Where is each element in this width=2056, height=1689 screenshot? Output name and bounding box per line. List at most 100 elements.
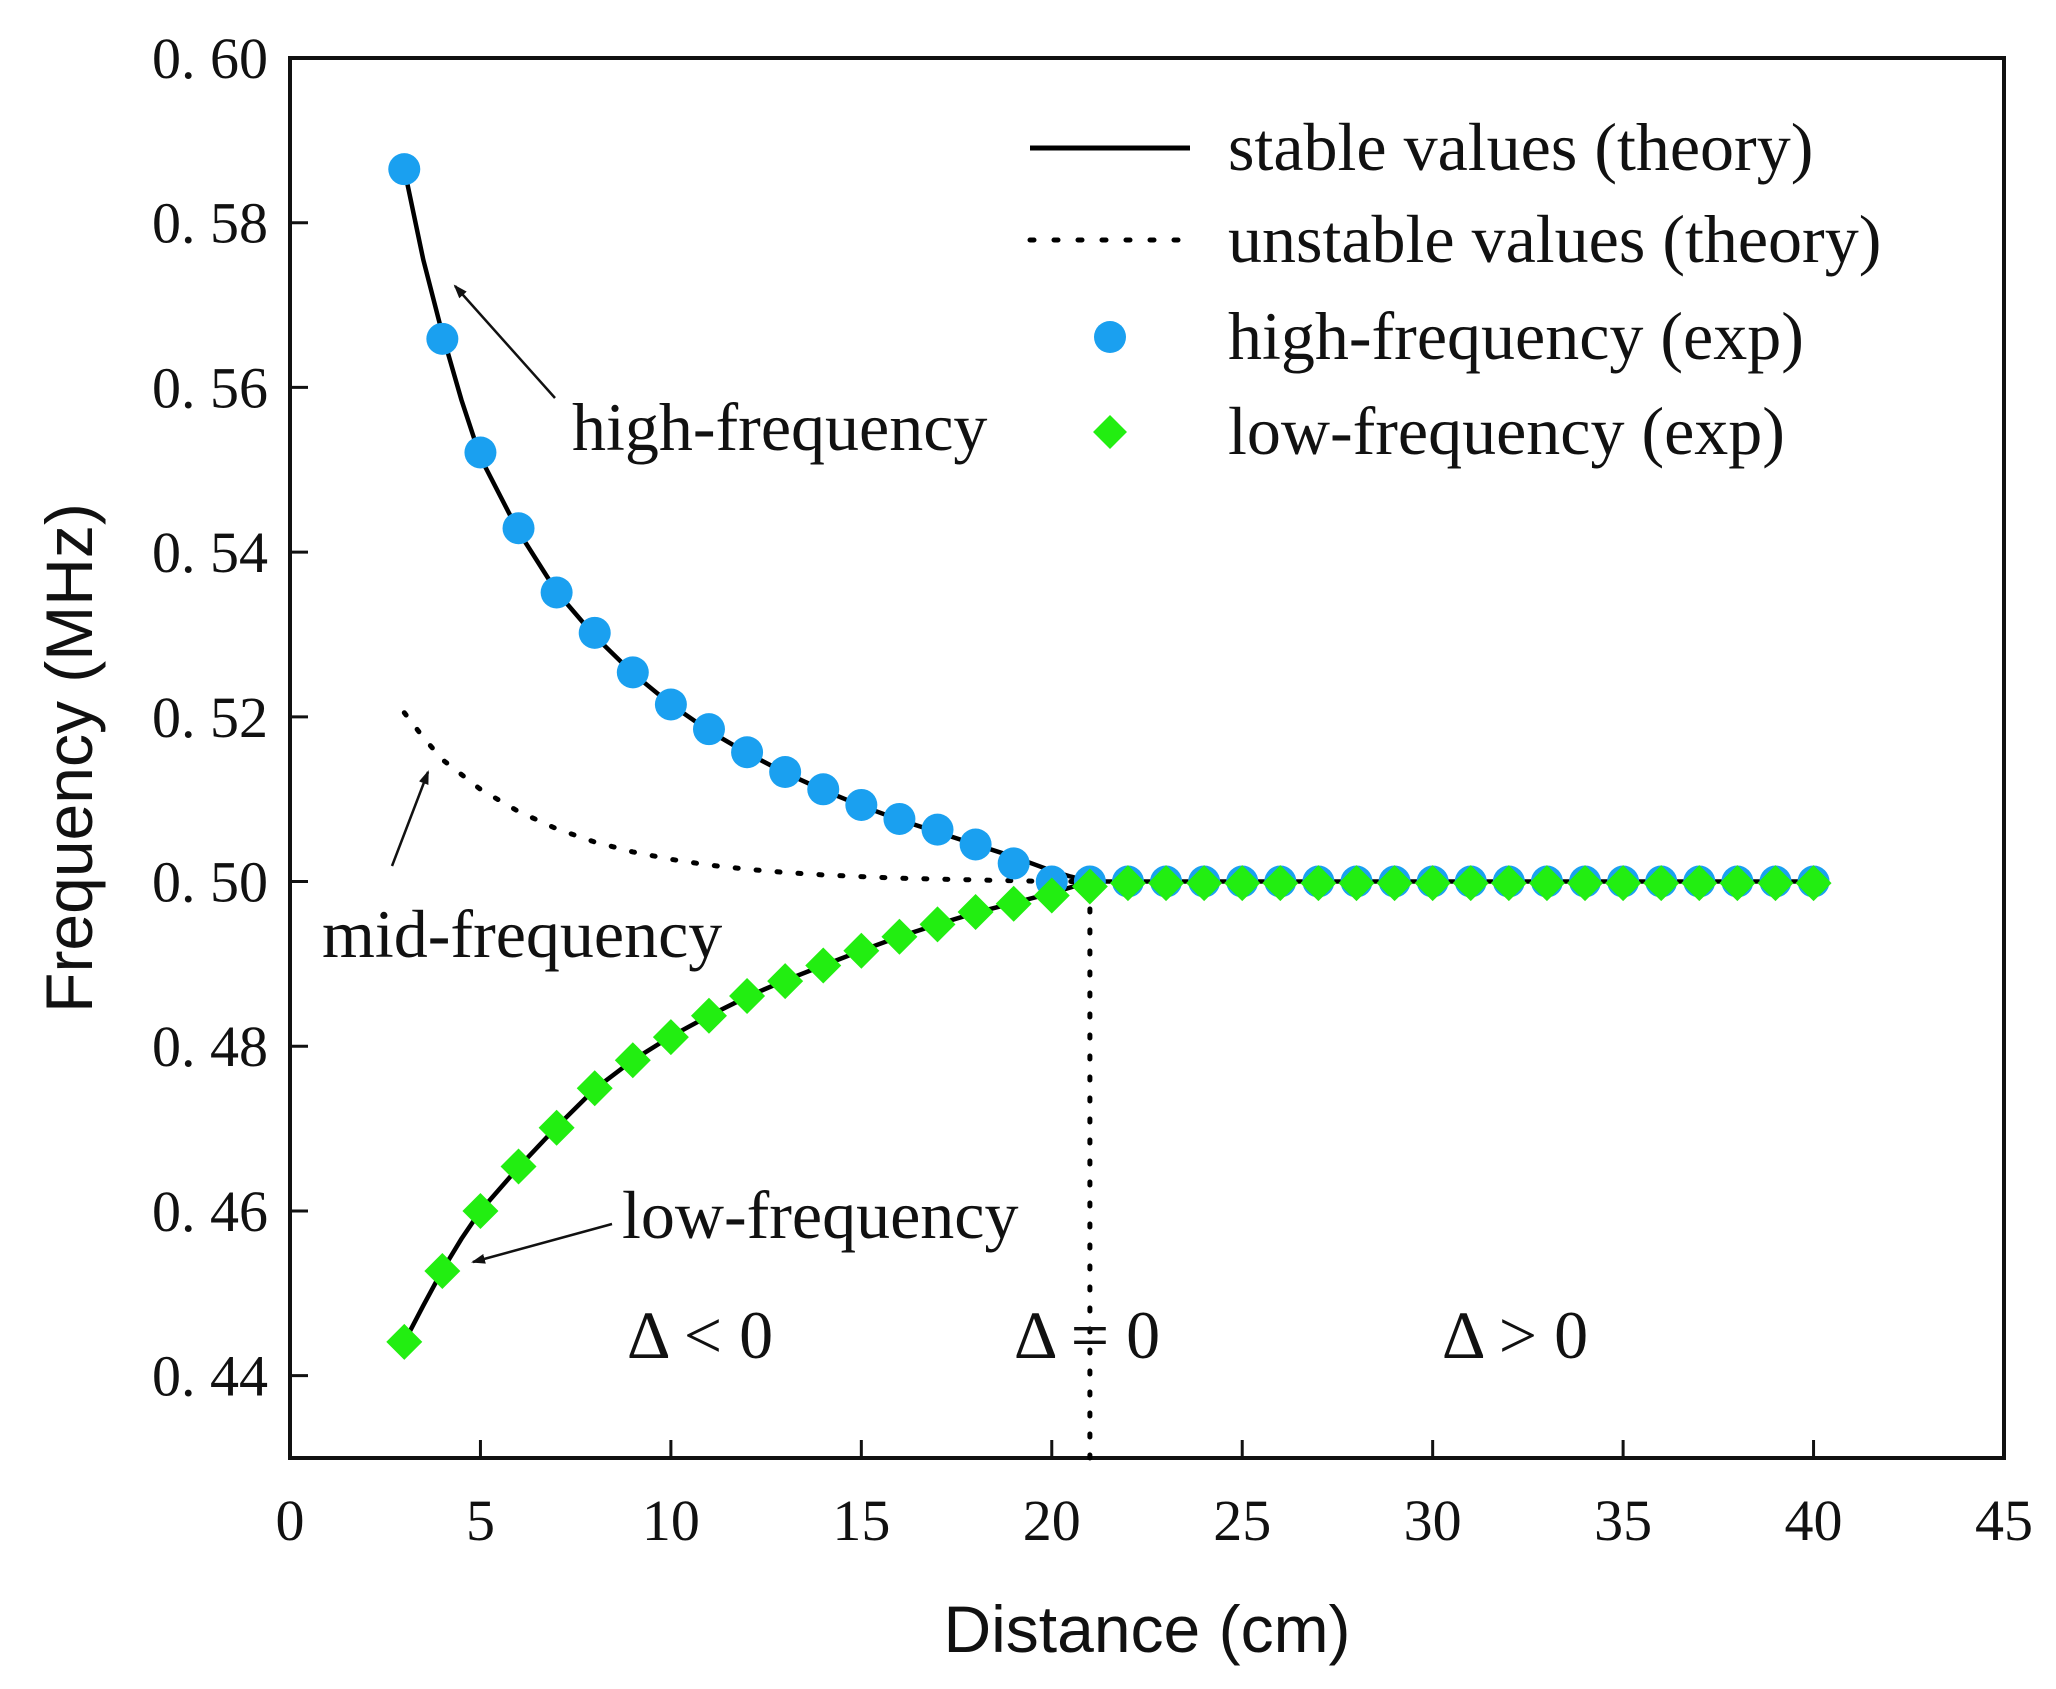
low-frequency-point <box>957 894 994 930</box>
low-frequency-point <box>1681 865 1718 902</box>
low-frequency-point <box>1795 865 1832 902</box>
x-tick-label: 45 <box>1975 1488 2033 1553</box>
high-frequency-point <box>540 576 573 609</box>
x-tick-label: 5 <box>466 1488 495 1553</box>
low-frequency-point <box>1605 865 1642 902</box>
low-frequency-point <box>881 918 918 955</box>
low-frequency-point <box>652 1019 689 1056</box>
low-frequency-point <box>1414 865 1451 902</box>
x-axis-title: Distance (cm) <box>943 1592 1350 1666</box>
low-frequency-point <box>614 1042 651 1079</box>
low-frequency-point <box>1643 865 1680 902</box>
legend-stable-label: stable values (theory) <box>1228 109 1813 185</box>
low-frequency-point <box>1109 865 1146 902</box>
low-frequency-point <box>1224 865 1261 902</box>
high-frequency-point <box>388 153 421 186</box>
high-frequency-point <box>997 847 1030 880</box>
annotation-mid-frequency-arrow <box>390 770 430 867</box>
low-frequency-point <box>1719 865 1756 902</box>
low-frequency-point <box>995 885 1032 922</box>
x-tick-label: 0 <box>276 1488 305 1553</box>
x-tick-label: 35 <box>1594 1488 1652 1553</box>
low-frequency-point <box>1757 865 1794 902</box>
x-tick-label: 40 <box>1785 1488 1843 1553</box>
y-tick-label: 0. 56 <box>152 355 268 420</box>
low-frequency-point <box>1300 865 1337 902</box>
y-axis-title: Frequency (MHz) <box>32 503 106 1013</box>
high-frequency-point <box>845 788 878 821</box>
annotation-high-frequency-arrow <box>453 284 556 399</box>
low-frequency-point <box>690 997 727 1034</box>
data-markers <box>386 153 1832 1360</box>
y-tick-label: 0. 52 <box>152 685 268 750</box>
low-frequency-point <box>1033 877 1070 914</box>
low-frequency-point <box>919 906 956 943</box>
stable-values-theory-low-line <box>402 879 1091 1343</box>
y-tick-label: 0. 44 <box>152 1344 268 1409</box>
y-tick-label: 0. 60 <box>152 26 268 91</box>
legend-high-frequency-marker <box>1094 321 1126 353</box>
y-tick-label: 0. 58 <box>152 191 268 256</box>
plot-frame <box>288 56 2006 1460</box>
y-tick-label: 0. 48 <box>152 1014 268 1079</box>
legend-high-frequency-label: high-frequency (exp) <box>1228 298 1804 374</box>
x-tick-label: 15 <box>832 1488 890 1553</box>
low-frequency-point <box>1338 865 1375 902</box>
low-frequency-point <box>1186 865 1223 902</box>
high-frequency-point <box>959 828 992 861</box>
y-tick-label: 0. 50 <box>152 850 268 915</box>
low-frequency-point <box>1262 865 1299 902</box>
high-frequency-point <box>883 802 916 835</box>
high-frequency-point <box>616 656 649 689</box>
high-frequency-point <box>731 736 764 769</box>
annotation-low-frequency-arrow <box>471 1222 613 1264</box>
high-frequency-point <box>502 512 535 545</box>
high-frequency-point <box>464 436 497 469</box>
annotation-mid-frequency: mid-frequency <box>322 896 722 972</box>
x-axis-ticks: 0 5 10 15 20 25 30 35 40 45 <box>276 1440 2033 1553</box>
x-tick-label: 20 <box>1023 1488 1081 1553</box>
annotation-delta-negative: Δ < 0 <box>627 1297 773 1373</box>
low-frequency-point <box>1071 868 1108 905</box>
legend-unstable-label: unstable values (theory) <box>1228 201 1881 277</box>
annotation-delta-zero: Δ = 0 <box>1014 1297 1160 1373</box>
low-frequency-point <box>1490 865 1527 902</box>
low-frequency-point <box>1452 865 1489 902</box>
legend-low-frequency-marker <box>1093 415 1127 449</box>
low-frequency-point <box>538 1109 575 1146</box>
legend: stable values (theory) unstable values (… <box>1027 109 1881 469</box>
high-frequency-point <box>769 756 802 788</box>
low-frequency-point <box>843 932 880 969</box>
annotation-high-frequency: high-frequency <box>572 389 987 465</box>
low-frequency-point <box>576 1070 613 1107</box>
legend-low-frequency-label: low-frequency (exp) <box>1228 393 1785 469</box>
low-frequency-point <box>1528 865 1565 902</box>
high-frequency-point <box>654 688 687 721</box>
low-frequency-point <box>500 1148 537 1185</box>
y-tick-label: 0. 54 <box>152 520 268 585</box>
low-frequency-point <box>1567 865 1604 902</box>
low-frequency-point <box>462 1192 499 1229</box>
annotations: high-frequency mid-frequency low-frequen… <box>322 284 1588 1373</box>
high-frequency-point <box>807 773 840 806</box>
y-axis-ticks: 0. 44 0. 46 0. 48 0. 50 0. 52 0. 54 0. 56 0. 58… <box>152 26 308 1409</box>
low-frequency-point <box>1148 865 1185 902</box>
low-frequency-point <box>767 963 804 1000</box>
annotation-low-frequency: low-frequency <box>622 1177 1018 1253</box>
y-tick-label: 0. 46 <box>152 1179 268 1244</box>
annotation-delta-positive: Δ > 0 <box>1442 1297 1588 1373</box>
high-frequency-point <box>426 322 459 355</box>
low-frequency-point <box>424 1253 461 1290</box>
x-tick-label: 10 <box>642 1488 700 1553</box>
high-frequency-point <box>921 813 954 846</box>
low-frequency-point <box>386 1323 423 1360</box>
low-frequency-point <box>729 978 766 1014</box>
x-tick-label: 25 <box>1213 1488 1271 1553</box>
low-frequency-point <box>805 947 842 984</box>
unstable-values-theory-line <box>401 710 1093 884</box>
low-frequency-point <box>1376 865 1413 902</box>
high-frequency-point <box>578 616 611 649</box>
high-frequency-point <box>692 713 725 746</box>
x-tick-label: 30 <box>1404 1488 1462 1553</box>
